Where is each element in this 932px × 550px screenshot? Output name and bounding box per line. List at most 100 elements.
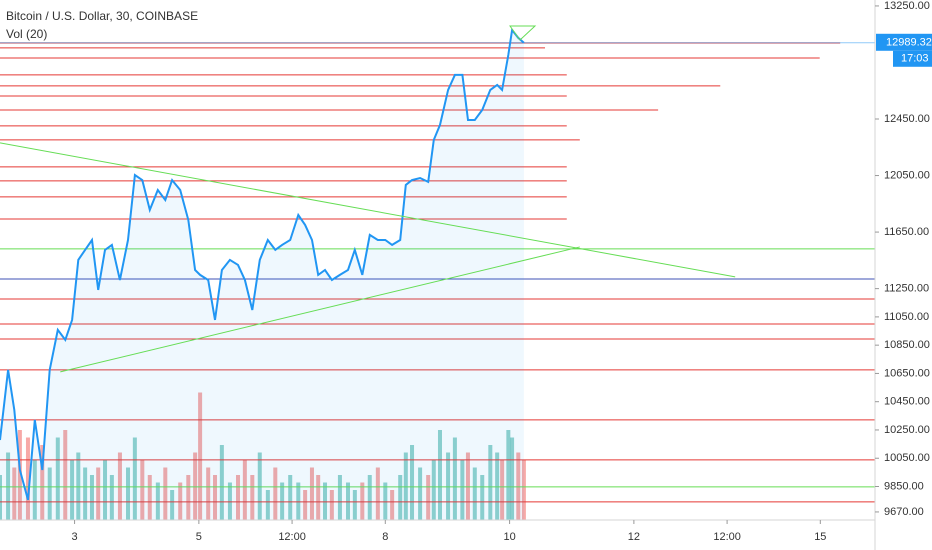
volume-bar bbox=[296, 482, 301, 520]
volume-bar bbox=[12, 467, 17, 520]
volume-bar bbox=[500, 460, 505, 520]
volume-bar bbox=[206, 467, 211, 520]
volume-layer bbox=[0, 392, 526, 520]
volume-bar bbox=[398, 475, 403, 520]
volume-bar bbox=[352, 490, 357, 520]
volume-bar bbox=[521, 460, 526, 520]
volume-bar bbox=[198, 392, 203, 520]
volume-bar bbox=[17, 430, 22, 520]
y-tick-label: 9850.00 bbox=[884, 480, 924, 492]
volume-bar bbox=[117, 452, 122, 520]
countdown-label: 17:03 bbox=[901, 53, 929, 65]
volume-bar bbox=[213, 475, 218, 520]
y-tick-label: 13250.00 bbox=[884, 0, 930, 12]
volume-bar bbox=[426, 475, 431, 520]
volume-bar bbox=[163, 467, 168, 520]
volume-bar bbox=[242, 460, 247, 520]
volume-bar bbox=[506, 430, 511, 520]
volume-bar bbox=[446, 452, 451, 520]
volume-bar bbox=[32, 460, 37, 520]
volume-bar bbox=[186, 475, 191, 520]
volume-bar bbox=[55, 437, 60, 520]
volume-bar bbox=[89, 475, 94, 520]
chart-title: Bitcoin / U.S. Dollar, 30, COINBASE bbox=[6, 9, 198, 23]
volume-bar bbox=[367, 475, 372, 520]
volume-bar bbox=[109, 475, 114, 520]
volume-bar bbox=[410, 445, 415, 520]
volume-bar bbox=[390, 490, 395, 520]
x-tick-label: 8 bbox=[382, 531, 388, 543]
volume-bar bbox=[495, 452, 500, 520]
volume-bar bbox=[316, 475, 321, 520]
volume-bar bbox=[155, 482, 160, 520]
y-tick-label: 10850.00 bbox=[884, 339, 930, 351]
volume-bar bbox=[288, 475, 293, 520]
x-tick-label: 12:00 bbox=[713, 531, 741, 543]
volume-bar bbox=[83, 467, 88, 520]
volume-bar bbox=[488, 445, 493, 520]
triangle-drawing bbox=[509, 25, 537, 41]
volume-bar bbox=[6, 452, 11, 520]
price-line bbox=[0, 27, 525, 501]
y-tick-label: 9670.00 bbox=[884, 506, 924, 518]
volume-bar bbox=[418, 467, 423, 520]
volume-bar bbox=[403, 452, 408, 520]
last-price-box bbox=[876, 33, 932, 51]
y-tick-label: 10050.00 bbox=[884, 452, 930, 464]
volume-bar bbox=[63, 430, 68, 520]
volume-bar bbox=[193, 452, 198, 520]
volume-bar bbox=[219, 445, 224, 520]
volume-bar bbox=[460, 460, 465, 520]
volume-bar bbox=[265, 490, 270, 520]
volume-bar bbox=[257, 452, 262, 520]
volume-bar bbox=[516, 452, 521, 520]
volume-bar bbox=[465, 452, 470, 520]
volume-label: Vol (20) bbox=[6, 27, 47, 41]
volume-bar bbox=[309, 467, 314, 520]
volume-bar bbox=[510, 437, 515, 520]
volume-bar bbox=[47, 467, 52, 520]
volume-bar bbox=[25, 437, 30, 520]
x-tick-label: 10 bbox=[503, 531, 515, 543]
y-tick-label: 10450.00 bbox=[884, 396, 930, 408]
trend-line bbox=[60, 246, 580, 373]
countdown-box bbox=[893, 50, 932, 67]
volume-bar bbox=[337, 475, 342, 520]
volume-bar bbox=[375, 467, 380, 520]
y-tick-label: 10650.00 bbox=[884, 367, 930, 379]
volume-bar bbox=[140, 460, 145, 520]
volume-bar bbox=[303, 490, 308, 520]
volume-bar bbox=[76, 452, 81, 520]
plot-layer bbox=[0, 27, 875, 520]
x-tick-label: 12:00 bbox=[278, 531, 306, 543]
volume-bar bbox=[0, 475, 2, 520]
volume-bar bbox=[280, 482, 285, 520]
x-tick-label: 3 bbox=[72, 531, 78, 543]
volume-bar bbox=[250, 475, 255, 520]
volume-bar bbox=[437, 430, 442, 520]
volume-bar bbox=[452, 437, 457, 520]
volume-bar bbox=[346, 482, 351, 520]
volume-bar bbox=[329, 490, 334, 520]
volume-bar bbox=[126, 467, 131, 520]
volume-bar bbox=[360, 482, 365, 520]
volume-bar bbox=[236, 475, 241, 520]
trend-line bbox=[0, 142, 736, 278]
volume-bar bbox=[323, 482, 328, 520]
volume-bar bbox=[70, 460, 75, 520]
x-tick-label: 15 bbox=[814, 531, 826, 543]
price-area bbox=[0, 30, 524, 520]
y-tick-label: 11250.00 bbox=[884, 283, 929, 295]
x-tick-label: 12 bbox=[628, 531, 640, 543]
y-tick-label: 12050.00 bbox=[884, 169, 930, 181]
y-tick-label: 10250.00 bbox=[884, 424, 930, 436]
volume-bar bbox=[472, 467, 477, 520]
volume-bar bbox=[273, 467, 278, 520]
volume-bar bbox=[383, 482, 388, 520]
last-price-label: 12989.32 bbox=[886, 37, 932, 49]
x-tick-label: 5 bbox=[196, 531, 202, 543]
volume-bar bbox=[227, 482, 232, 520]
volume-bar bbox=[147, 475, 152, 520]
y-tick-label: 12450.00 bbox=[884, 113, 930, 125]
